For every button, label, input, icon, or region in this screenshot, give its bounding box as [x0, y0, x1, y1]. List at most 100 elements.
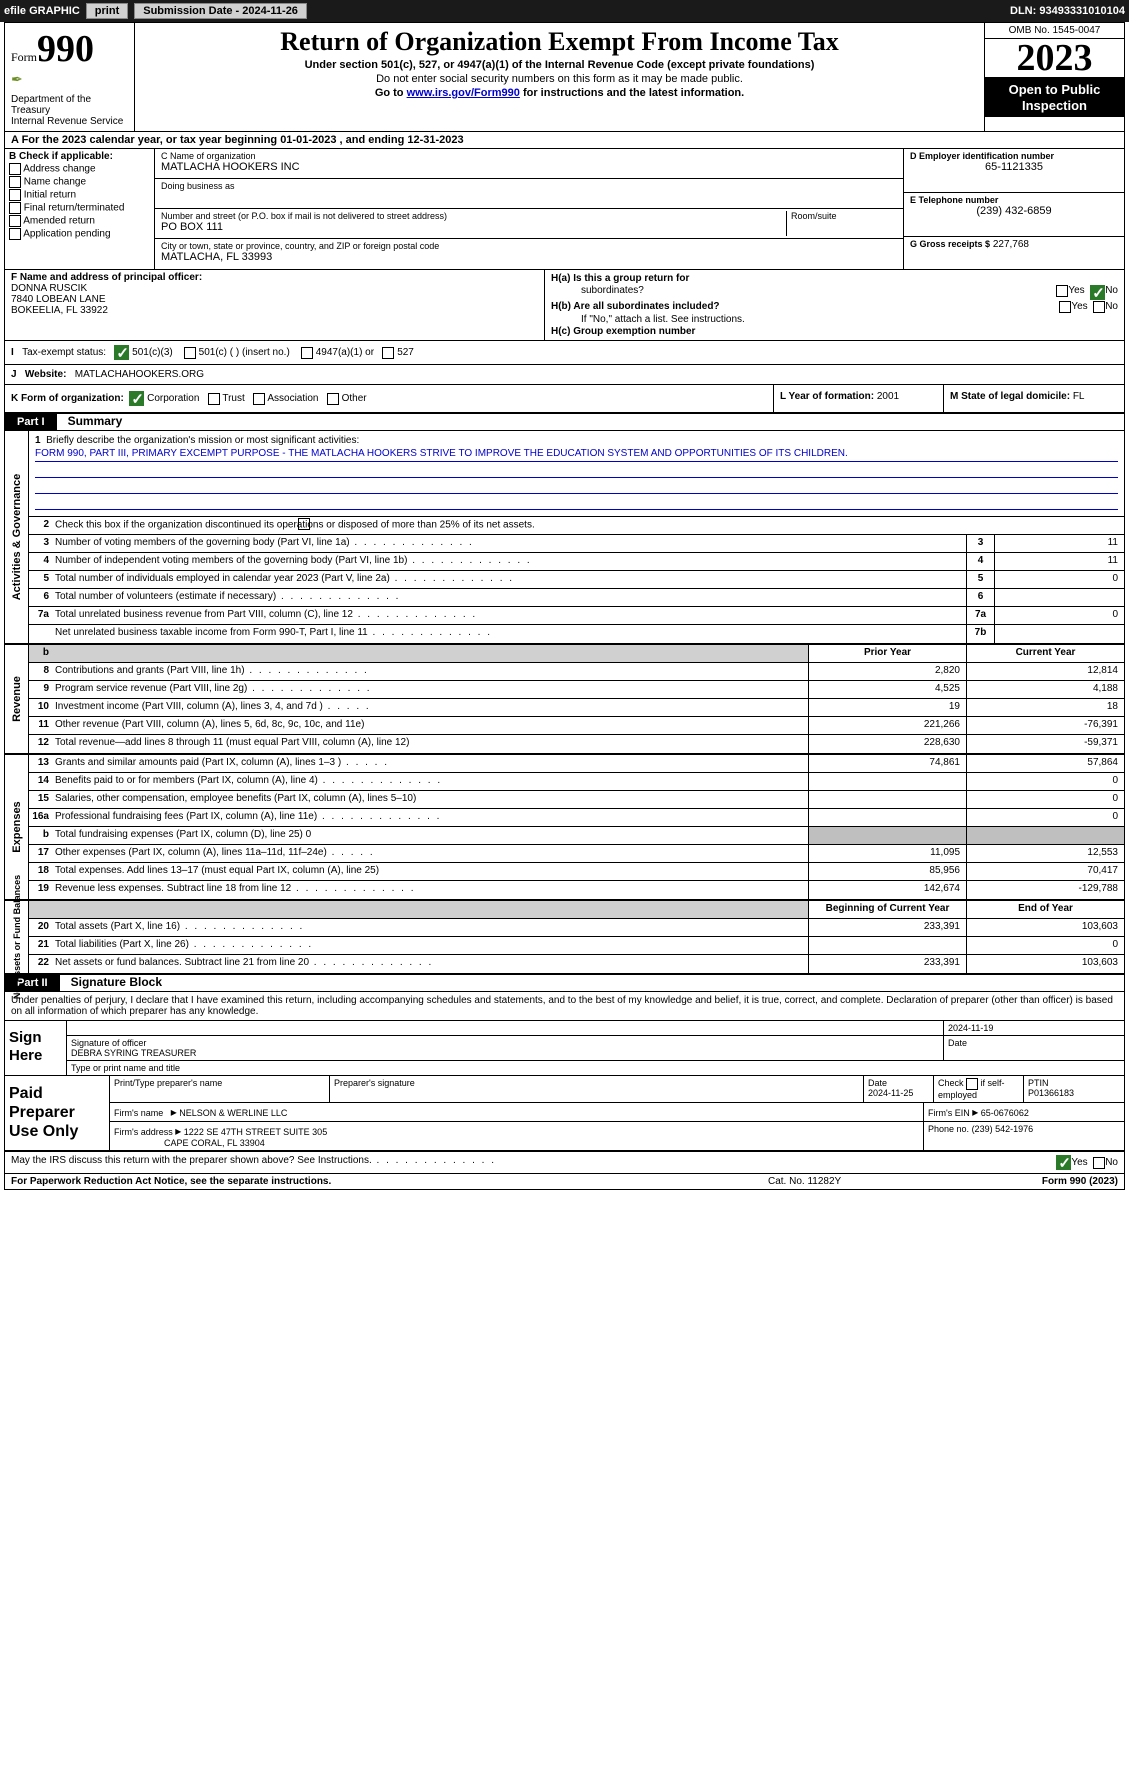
p10: 19: [808, 699, 966, 716]
row-fh: F Name and address of principal officer:…: [5, 270, 1124, 341]
part-i-header: Part I Summary: [5, 414, 1124, 431]
sig-date: 2024-11-19: [944, 1021, 1124, 1035]
part-ii-header: Part II Signature Block: [5, 975, 1124, 992]
sidelabel-expenses: Expenses: [11, 801, 23, 852]
cb-501c[interactable]: [184, 347, 196, 359]
print-button[interactable]: print: [86, 3, 128, 19]
c15: 0: [966, 791, 1124, 808]
p18: 85,956: [808, 863, 966, 880]
cb-association[interactable]: [253, 393, 265, 405]
sidelabel-governance: Activities & Governance: [11, 474, 23, 601]
sidelabel-net-assets: Net Assets or Fund Balances: [12, 875, 22, 999]
firm-name: NELSON & WERLINE LLC: [179, 1108, 287, 1118]
cb-corporation[interactable]: [129, 391, 144, 406]
subtitle-section: Under section 501(c), 527, or 4947(a)(1)…: [141, 59, 978, 71]
p14: [808, 773, 966, 790]
p13: 74,861: [808, 755, 966, 772]
cb-527[interactable]: [382, 347, 394, 359]
val-4: 11: [994, 553, 1124, 570]
cb-name-change[interactable]: [9, 176, 21, 188]
form-number-footer: Form 990 (2023): [968, 1176, 1118, 1187]
c21: 0: [966, 937, 1124, 954]
sign-here-block: Sign Here 2024-11-19 Signature of office…: [5, 1021, 1124, 1076]
preparer-block: Paid Preparer Use Only Print/Type prepar…: [5, 1076, 1124, 1152]
ein-value: 65-1121335: [910, 161, 1118, 173]
officer-name: DONNA RUSCIK: [11, 283, 538, 294]
feather-icon: ✒: [11, 71, 23, 87]
mission-text: FORM 990, PART III, PRIMARY EXCEMPT PURP…: [35, 448, 1118, 462]
c11: -76,391: [966, 717, 1124, 734]
cb-amended-return[interactable]: [9, 215, 21, 227]
p8: 2,820: [808, 663, 966, 680]
officer-city: BOKEELIA, FL 33922: [11, 305, 538, 316]
telephone-value: (239) 432-6859: [910, 205, 1118, 217]
c8: 12,814: [966, 663, 1124, 680]
box-f: F Name and address of principal officer:…: [5, 270, 545, 340]
cb-self-employed[interactable]: [966, 1078, 978, 1090]
col-current-year: Current Year: [966, 645, 1124, 662]
irs-label: Internal Revenue Service: [11, 116, 128, 127]
cb-discuss-yes[interactable]: [1056, 1155, 1071, 1170]
submission-date: Submission Date - 2024-11-26: [134, 3, 307, 19]
street-address: PO BOX 111: [161, 221, 782, 233]
p19: 142,674: [808, 881, 966, 899]
cb-4947[interactable]: [301, 347, 313, 359]
c16a: 0: [966, 809, 1124, 826]
cb-address-change[interactable]: [9, 163, 21, 175]
row-a-calendar: A For the 2023 calendar year, or tax yea…: [5, 132, 1124, 149]
ssn-warning: Do not enter social security numbers on …: [141, 73, 978, 85]
col-beginning: Beginning of Current Year: [808, 901, 966, 918]
top-bar: efile GRAPHIC print Submission Date - 20…: [0, 0, 1129, 22]
p17: 11,095: [808, 845, 966, 862]
header-grid: B Check if applicable: Address change Na…: [5, 149, 1124, 270]
c9: 4,188: [966, 681, 1124, 698]
cb-final-return[interactable]: [9, 202, 21, 214]
c14: 0: [966, 773, 1124, 790]
form-page: Form990 ✒ Department of the Treasury Int…: [4, 22, 1125, 1190]
page-footer: For Paperwork Reduction Act Notice, see …: [5, 1174, 1124, 1189]
firm-phone: (239) 542-1976: [972, 1124, 1034, 1134]
row-klm: K Form of organization: Corporation Trus…: [5, 385, 1124, 414]
cb-hb-yes[interactable]: [1059, 301, 1071, 313]
p11: 221,266: [808, 717, 966, 734]
firm-ein: 65-0676062: [981, 1108, 1029, 1118]
row-i: I Tax-exempt status: 501(c)(3) 501(c) ( …: [5, 341, 1124, 365]
c10: 18: [966, 699, 1124, 716]
section-revenue: Revenue bPrior YearCurrent Year 8Contrib…: [5, 645, 1124, 755]
officer-street: 7840 LOBEAN LANE: [11, 294, 538, 305]
discuss-row: May the IRS discuss this return with the…: [5, 1152, 1124, 1174]
org-name: MATLACHA HOOKERS INC: [161, 161, 897, 173]
p15: [808, 791, 966, 808]
c22: 103,603: [966, 955, 1124, 973]
cb-other[interactable]: [327, 393, 339, 405]
col-prior-year: Prior Year: [808, 645, 966, 662]
firm-address2: CAPE CORAL, FL 33904: [164, 1138, 265, 1148]
cb-application-pending[interactable]: [9, 228, 21, 240]
val-5: 0: [994, 571, 1124, 588]
cb-line2[interactable]: [298, 518, 310, 530]
c12: -59,371: [966, 735, 1124, 753]
form-number: Form990: [11, 27, 128, 71]
cb-ha-yes[interactable]: [1056, 285, 1068, 297]
irs-link[interactable]: www.irs.gov/Form990: [407, 87, 520, 99]
cb-trust[interactable]: [208, 393, 220, 405]
cb-501c3[interactable]: [114, 345, 129, 360]
box-d: D Employer identification number 65-1121…: [904, 149, 1124, 269]
box-c: C Name of organization MATLACHA HOOKERS …: [155, 149, 904, 269]
gross-receipts: 227,768: [993, 239, 1029, 250]
c17: 12,553: [966, 845, 1124, 862]
form-title: Return of Organization Exempt From Incom…: [141, 27, 978, 57]
p9: 4,525: [808, 681, 966, 698]
public-inspection-badge: Open to Public Inspection: [985, 78, 1124, 117]
cb-ha-no[interactable]: [1090, 285, 1105, 300]
cb-discuss-no[interactable]: [1093, 1157, 1105, 1169]
val-7a: 0: [994, 607, 1124, 624]
dept-treasury: Department of the Treasury: [11, 94, 128, 116]
title-row: Form990 ✒ Department of the Treasury Int…: [5, 23, 1124, 132]
cb-initial-return[interactable]: [9, 189, 21, 201]
box-h: H(a) Is this a group return for subordin…: [545, 270, 1124, 340]
p16a: [808, 809, 966, 826]
p22: 233,391: [808, 955, 966, 973]
cb-hb-no[interactable]: [1093, 301, 1105, 313]
city-state-zip: MATLACHA, FL 33993: [161, 251, 897, 263]
